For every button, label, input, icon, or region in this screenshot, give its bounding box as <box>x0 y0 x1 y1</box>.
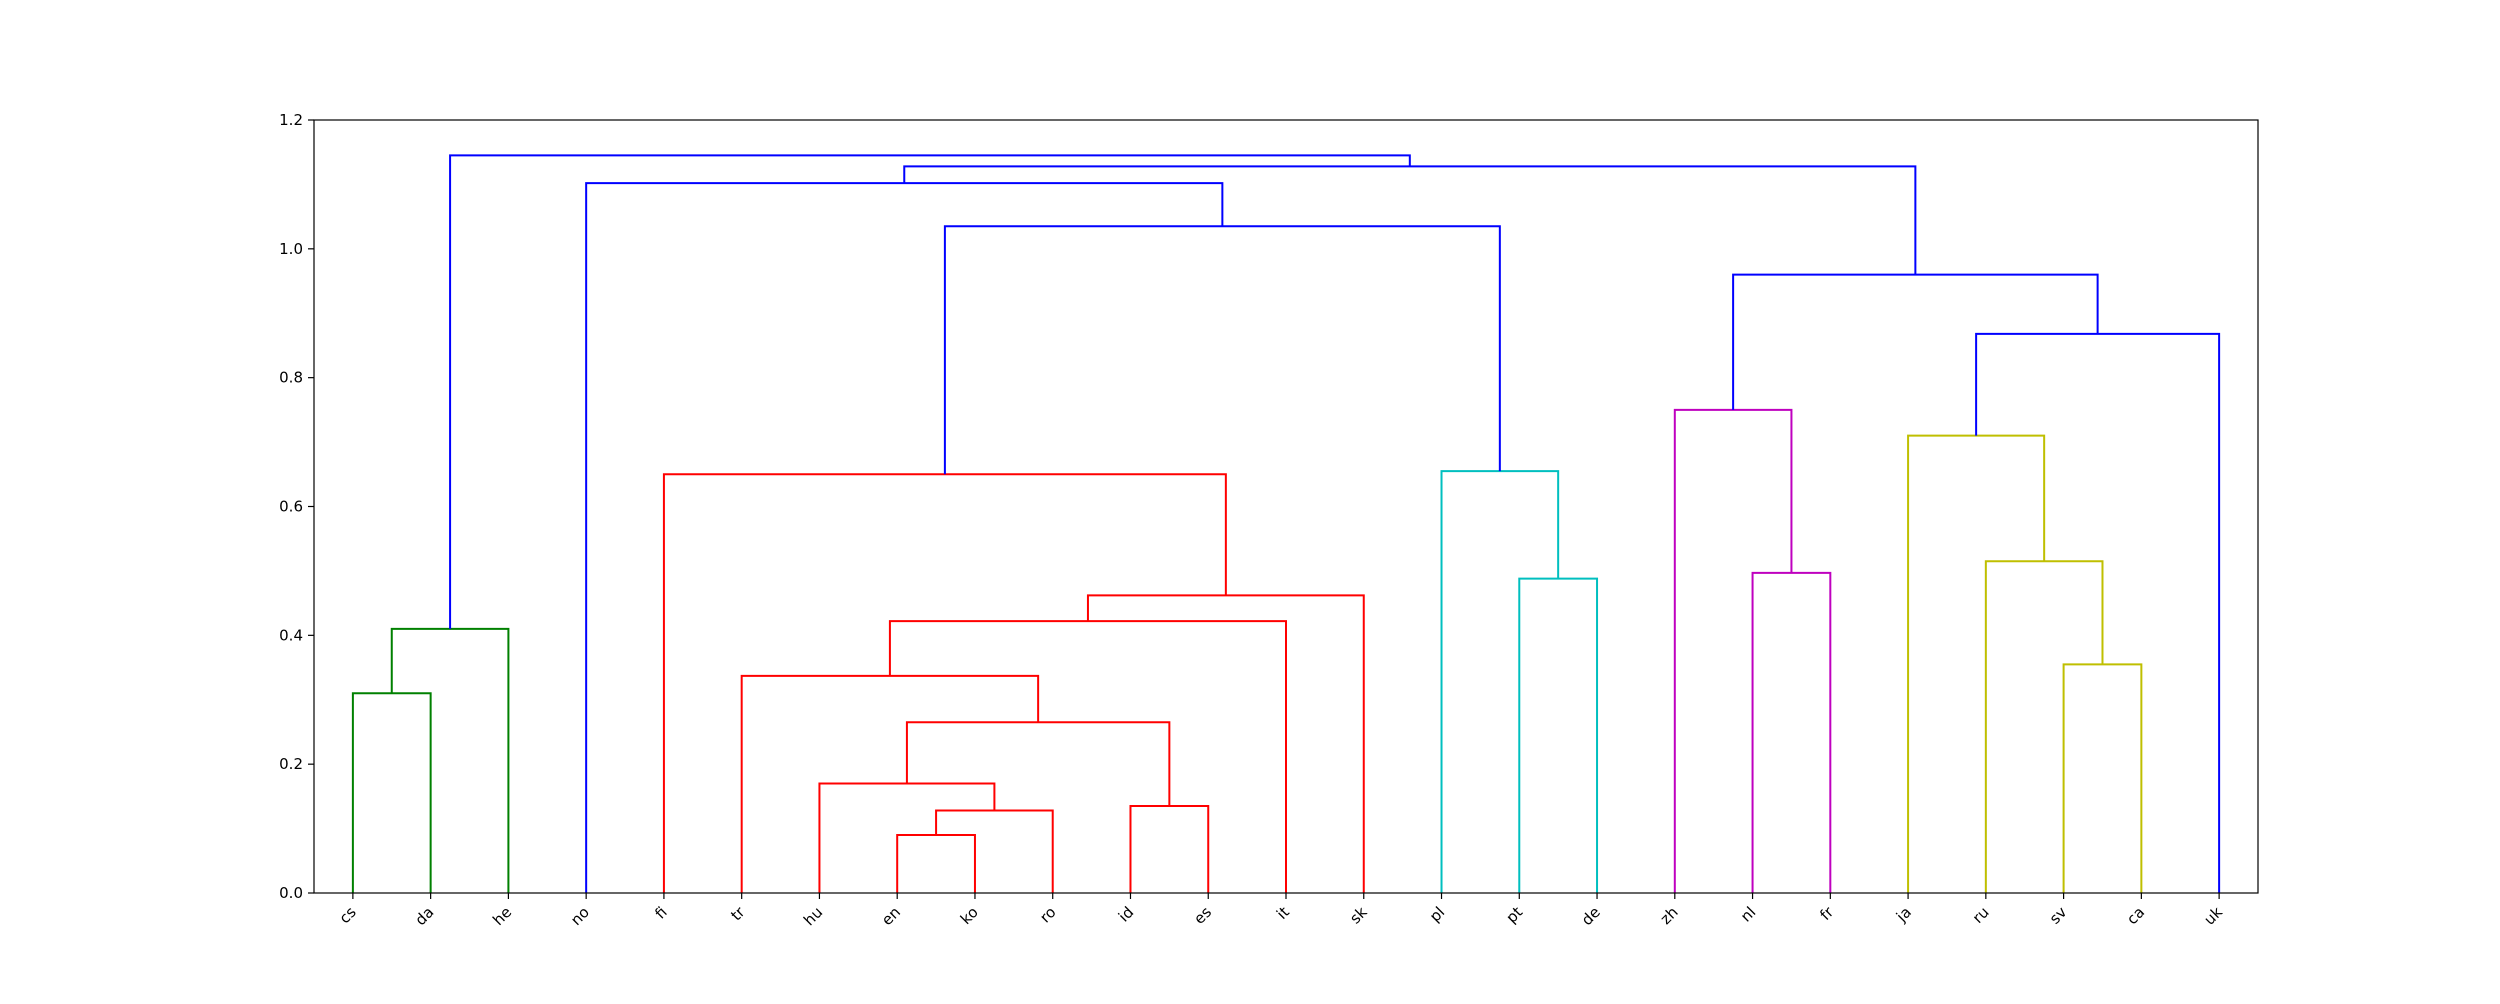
leaf-label-es: es <box>1190 903 1215 928</box>
dendrogram-link-1 <box>390 627 510 893</box>
dendrogram-link-5 <box>1129 805 1210 893</box>
leaf-label-ko: ko <box>957 903 982 928</box>
y-tick-label-6: 1.2 <box>279 111 303 129</box>
dendrogram-link-8 <box>888 620 1287 893</box>
dendrogram-link-15 <box>2062 663 2143 893</box>
y-tick-label-2: 0.4 <box>279 626 303 644</box>
dendrogram-link-16 <box>1984 560 2104 893</box>
leaf-label-cs: cs <box>336 903 360 927</box>
dendrogram-link-14 <box>1673 408 1793 893</box>
dendrogram-link-17 <box>1907 434 2046 893</box>
leaf-label-uk: uk <box>2200 903 2226 929</box>
leaf-label-nl: nl <box>1737 903 1759 925</box>
leaf-label-no: no <box>567 903 593 929</box>
dendrogram-link-23 <box>449 154 1411 629</box>
y-tick-label-3: 0.6 <box>279 498 303 516</box>
leaf-label-pt: pt <box>1502 903 1526 927</box>
leaf-label-en: en <box>878 903 904 929</box>
y-tick-label-0: 0.0 <box>279 884 303 902</box>
dendrogram-link-20 <box>943 225 1501 475</box>
leaf-label-ru: ru <box>1969 903 1993 927</box>
dendrogram-link-10 <box>662 473 1227 893</box>
leaf-label-sv: sv <box>2046 903 2071 928</box>
leaf-label-de: de <box>1578 903 1604 929</box>
y-tick-label-1: 0.2 <box>279 755 303 773</box>
dendrogram-links <box>351 154 2221 893</box>
dendrogram-link-11 <box>1518 577 1599 893</box>
dendrogram-link-21 <box>585 182 1224 893</box>
dendrogram-link-9 <box>1086 594 1365 893</box>
leaf-label-fi: fi <box>651 903 670 922</box>
dendrogram-link-12 <box>1440 470 1560 893</box>
dendrogram-link-3 <box>935 809 1054 893</box>
y-tick-label-5: 1.0 <box>279 240 303 258</box>
leaf-label-sk: sk <box>1346 903 1371 928</box>
leaf-label-ro: ro <box>1036 903 1059 926</box>
dendrogram-link-0 <box>351 692 432 893</box>
dendrogram-link-2 <box>896 834 976 893</box>
dendrogram-link-18 <box>1975 332 2221 893</box>
dendrogram-link-13 <box>1751 571 1832 893</box>
dendrogram-link-6 <box>905 721 1171 807</box>
dendrogram-link-19 <box>1732 273 2099 410</box>
dendrogram-link-4 <box>818 782 996 893</box>
leaf-label-fr: fr <box>1816 903 1837 924</box>
leaf-label-zh: zh <box>1657 903 1682 928</box>
leaf-label-he: he <box>489 903 515 929</box>
leaf-label-ja: ja <box>1892 903 1915 926</box>
leaf-label-da: da <box>412 903 438 929</box>
dendrogram-link-7 <box>740 674 1040 893</box>
leaf-label-pl: pl <box>1426 903 1448 925</box>
leaf-label-ca: ca <box>2123 903 2148 928</box>
leaf-label-hu: hu <box>800 903 826 929</box>
y-axis: 0.0 0.2 0.4 0.6 0.8 1.0 1.2 <box>279 111 314 902</box>
leaf-label-tr: tr <box>727 903 749 925</box>
leaf-label-id: id <box>1115 903 1137 925</box>
leaf-label-it: it <box>1273 903 1293 923</box>
x-axis: cs da he no fi tr hu en ko ro id es it sk pl pt de zh nl fr… <box>336 893 2226 929</box>
y-tick-label-4: 0.8 <box>279 369 303 387</box>
